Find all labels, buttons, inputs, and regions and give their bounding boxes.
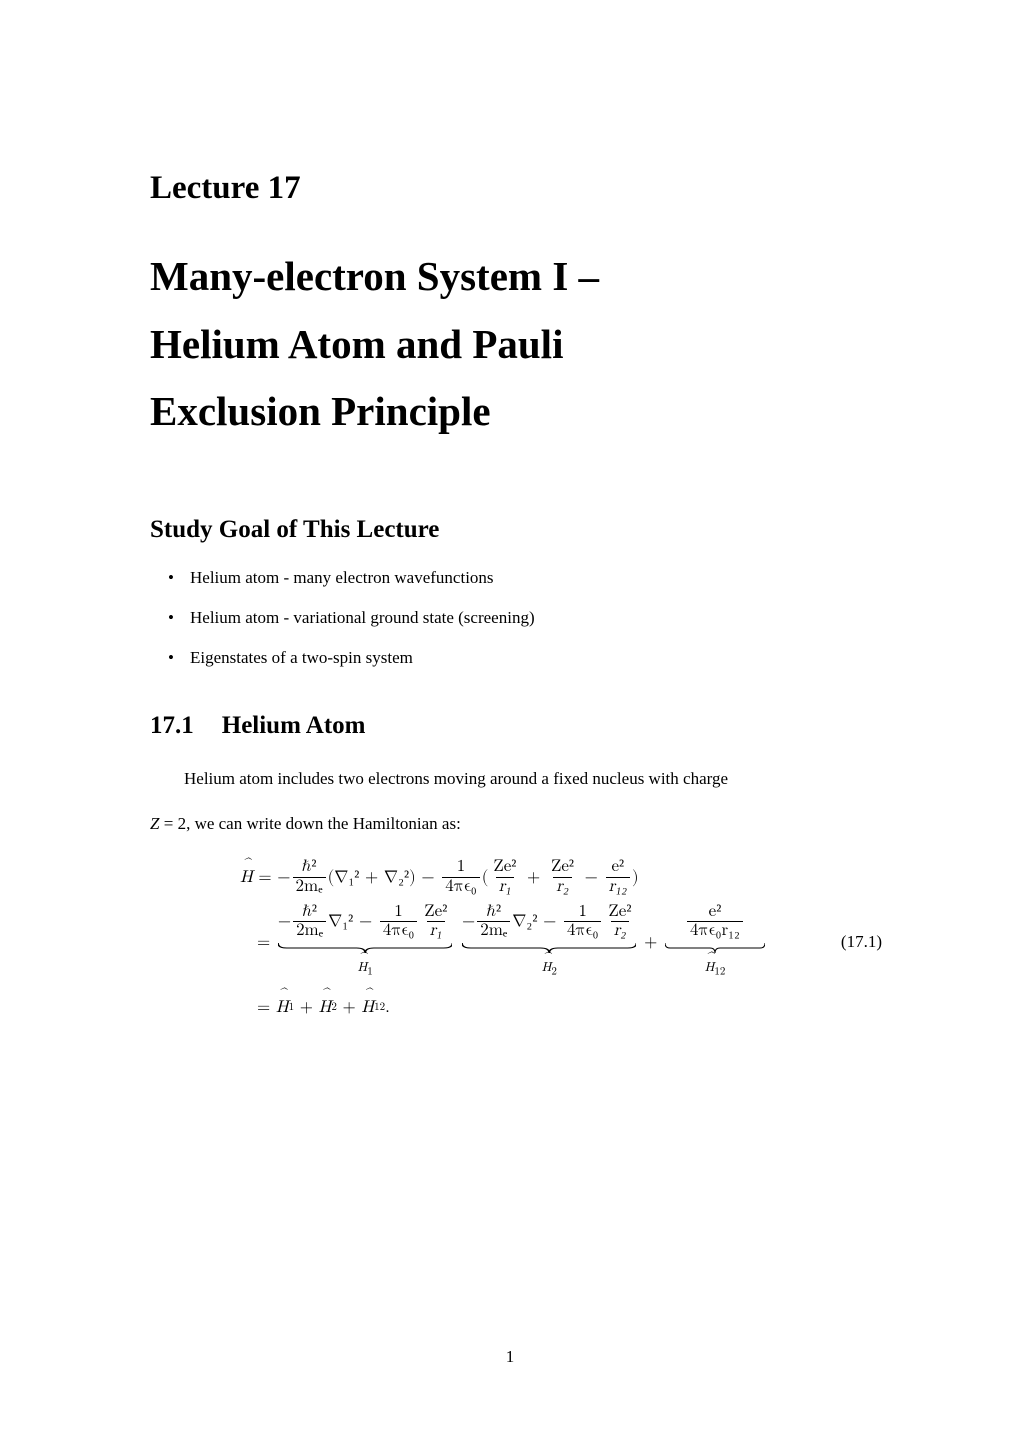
eq-line-3: = H1 + H2 + H12. [240,990,767,1026]
subsection-number: 17.1 [150,712,194,739]
chapter-title-line-1: Many-electron System I – [150,243,890,311]
equation-lines: H = − ℏ²2mₑ (∇₁² + ∇₂²) − 14πϵ₀ ( Ze²r₁ … [240,852,767,1032]
study-goal-heading: Study Goal of This Lecture [150,516,890,544]
eq-line-1: H = − ℏ²2mₑ (∇₁² + ∇₂²) − 14πϵ₀ ( Ze²r₁ … [240,858,767,896]
chapter-title-line-3: Exclusion Principle [150,378,890,446]
list-item: Helium atom - many electron wavefunction… [190,568,890,588]
underbrace-h2: − ℏ²2mₑ ∇₂² − 14πϵ₀ Ze²r₂ H2 [462,903,636,984]
chapter-title: Many-electron System I – Helium Atom and… [150,243,890,446]
underbrace-h1: − ℏ²2mₑ ∇₁² − 14πϵ₀ Ze²r₁ H1 [278,903,452,984]
study-goal-list: Helium atom - many electron wavefunction… [150,568,890,668]
equation-number: (17.1) [841,932,882,952]
page: Lecture 17 Many-electron System I – Heli… [0,0,1020,1443]
list-item: Eigenstates of a two-spin system [190,648,890,668]
chapter-title-line-2: Helium Atom and Pauli [150,311,890,379]
underbrace-h12: e²4πϵ₀r₁₂ H12 [665,903,765,984]
body-paragraph-1: Helium atom includes two electrons movin… [150,762,890,795]
body-paragraph-2: Z = 2, we can write down the Hamiltonian… [150,807,890,840]
page-number: 1 [0,1347,1020,1367]
lecture-number: Lecture 17 [150,170,890,207]
subsection-heading: 17.1 Helium Atom [150,712,890,740]
eq-line-2: = − ℏ²2mₑ ∇₁² − 14πϵ₀ Ze²r₁ H1 [240,903,767,984]
subsection-title: Helium Atom [222,712,366,739]
equation-block: H = − ℏ²2mₑ (∇₁² + ∇₂²) − 14πϵ₀ ( Ze²r₁ … [150,852,890,1032]
list-item: Helium atom - variational ground state (… [190,608,890,628]
